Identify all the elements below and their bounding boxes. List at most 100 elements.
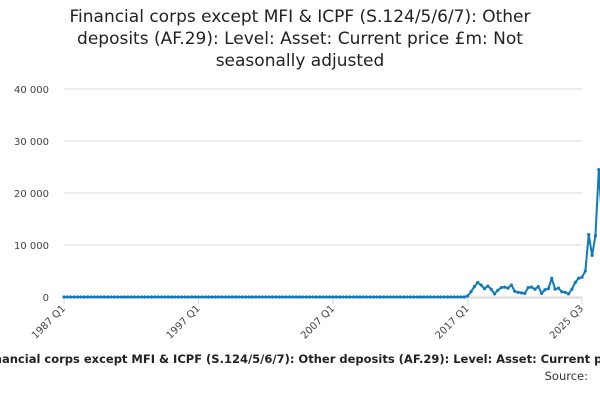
data-point	[519, 291, 524, 295]
data-point	[180, 295, 184, 299]
data-point	[425, 295, 429, 299]
data-point	[203, 295, 207, 299]
data-point	[220, 295, 224, 299]
data-point	[506, 286, 510, 290]
data-point	[422, 295, 426, 299]
data-point	[533, 287, 537, 291]
data-point	[509, 283, 513, 287]
data-point	[570, 287, 574, 291]
data-point	[217, 295, 221, 299]
source-label: Source:	[544, 369, 588, 383]
data-point	[472, 285, 476, 289]
data-point	[365, 295, 369, 299]
y-tick-label: 0	[43, 293, 49, 304]
data-point	[264, 295, 268, 299]
data-point	[149, 295, 154, 299]
data-point	[546, 287, 550, 291]
data-point	[371, 295, 376, 299]
series-line	[64, 168, 600, 298]
data-point	[489, 287, 493, 291]
data-point	[270, 295, 275, 299]
data-point	[496, 288, 500, 292]
y-tick-label: 20 000	[14, 189, 49, 200]
data-point	[301, 295, 305, 299]
data-point	[207, 295, 211, 299]
data-point	[513, 289, 517, 293]
data-point	[405, 295, 409, 299]
data-point	[385, 295, 389, 299]
data-point	[85, 295, 90, 299]
data-point	[540, 291, 544, 295]
data-point	[129, 295, 133, 299]
data-point	[213, 295, 217, 299]
data-point	[233, 295, 238, 299]
data-point	[96, 295, 100, 299]
data-point	[321, 295, 325, 299]
data-point	[469, 290, 473, 294]
data-point	[577, 276, 581, 280]
data-point	[122, 295, 127, 299]
data-point	[297, 295, 302, 299]
data-point	[223, 295, 228, 299]
data-point	[395, 295, 399, 299]
data-point	[166, 295, 170, 299]
data-point	[543, 288, 547, 292]
x-axis-label-text: Financial corps except MFI & ICPF (S.124…	[0, 352, 600, 366]
data-point	[398, 295, 402, 299]
y-axis-ticks: 0 10 000 20 000 30 000 40 000	[14, 85, 49, 304]
data-point	[116, 295, 120, 299]
data-point	[452, 295, 456, 299]
data-point	[284, 295, 288, 299]
x-axis-label: Financial corps except MFI & ICPF (S.124…	[0, 352, 600, 366]
data-point	[240, 295, 244, 299]
data-point	[368, 295, 372, 299]
data-point	[173, 295, 177, 299]
data-point	[244, 295, 248, 299]
data-point	[338, 295, 342, 299]
data-point	[65, 295, 69, 299]
data-point	[344, 295, 349, 299]
data-point	[196, 295, 201, 299]
data-point	[492, 292, 497, 296]
data-point	[516, 290, 520, 294]
series-line-group	[64, 168, 600, 298]
data-point	[257, 295, 261, 299]
data-point	[291, 295, 295, 299]
data-point	[314, 295, 318, 299]
data-point	[176, 295, 180, 299]
data-point	[435, 295, 439, 299]
data-point	[287, 295, 291, 299]
data-point	[72, 295, 76, 299]
data-point	[486, 284, 490, 288]
chart-title-line-3: seasonally adjusted	[215, 51, 385, 71]
data-point	[82, 295, 86, 299]
data-point	[361, 295, 365, 299]
data-point	[402, 295, 406, 299]
data-point	[183, 295, 187, 299]
data-point	[418, 295, 423, 299]
data-point	[328, 295, 332, 299]
data-point	[587, 233, 591, 237]
data-point	[536, 285, 540, 289]
data-point	[429, 295, 433, 299]
data-point	[227, 295, 231, 299]
data-point	[119, 295, 123, 299]
data-point	[334, 295, 339, 299]
data-point	[156, 295, 160, 299]
gridlines	[64, 88, 582, 298]
data-point	[281, 295, 285, 299]
data-point	[193, 295, 197, 299]
data-point	[566, 292, 571, 296]
data-point	[267, 295, 271, 299]
data-point	[254, 295, 258, 299]
data-point	[466, 294, 470, 298]
y-tick-label: 40 000	[14, 85, 49, 96]
data-point	[304, 295, 308, 299]
data-point	[408, 295, 413, 299]
data-point	[341, 295, 345, 299]
data-point	[378, 295, 382, 299]
data-point	[133, 295, 137, 299]
data-point	[412, 295, 416, 299]
x-tick-label: 2007 Q1	[299, 303, 337, 341]
